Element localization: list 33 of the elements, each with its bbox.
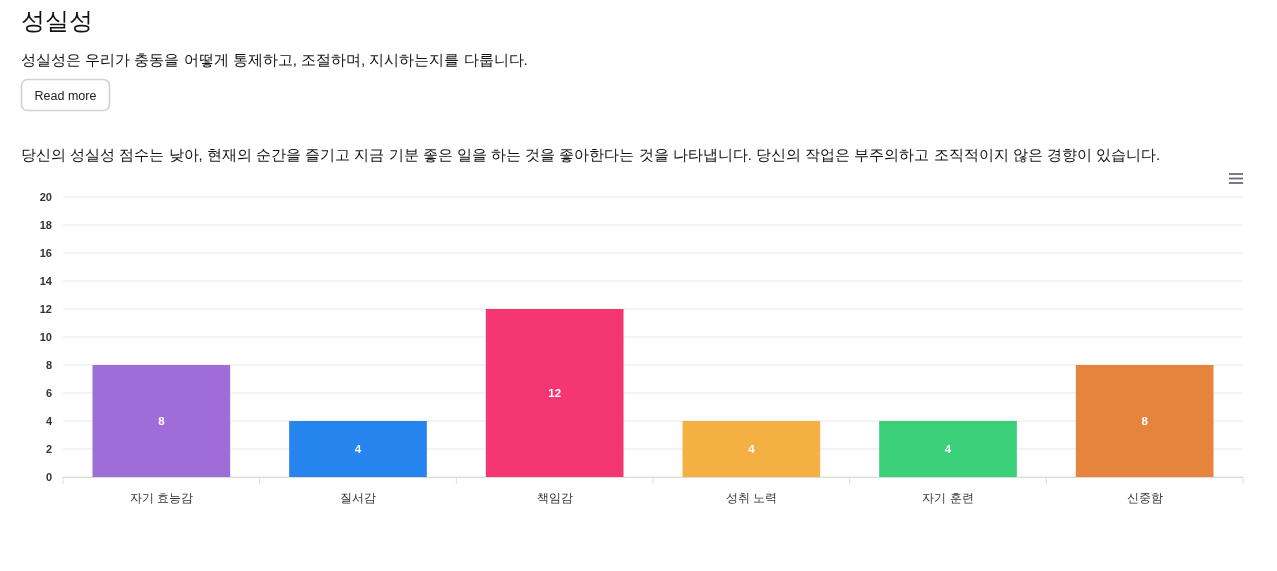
y-tick-label: 20 — [39, 191, 52, 203]
bar — [485, 309, 624, 477]
x-tick-label: 책임감 — [536, 492, 573, 504]
y-tick-label: 14 — [39, 275, 53, 287]
data-label: 4 — [944, 443, 952, 455]
text: 당신의 성실성 점수는 낮아, 현재의 순간을 즐기고 지금 기분 좋은 일을 하는 것을 좋아한다는 것을 나타냅니다. 당신의 작업은 부주의하고 조직적이지 않은 경향이 있습니다. — [21, 146, 1161, 163]
data-label: 4 — [748, 443, 756, 455]
x-tick-label: 질서감 — [340, 492, 376, 504]
y-tick-label: 18 — [39, 219, 52, 231]
data-label: 4 — [354, 443, 362, 455]
bar — [289, 421, 427, 477]
y-tick-label: 2 — [45, 443, 52, 455]
x-tick-label: 자기 훈련 — [922, 492, 974, 504]
y-tick-label: 0 — [45, 471, 52, 483]
y-tick-label: 6 — [45, 387, 52, 399]
data-label: 8 — [158, 415, 166, 427]
bar — [682, 421, 821, 477]
x-tick-label: 성취 노력 — [725, 492, 777, 504]
data-label: 8 — [1141, 415, 1149, 427]
bar — [92, 365, 231, 477]
text: Read more — [34, 88, 97, 103]
y-tick-label: 12 — [39, 303, 52, 315]
chart-subtitle: 성실성은 우리가 충동을 어떻게 통제하고, 조절하며, 지시하는지를 다룹니다. — [21, 51, 528, 68]
chart-title: 성실성 — [21, 7, 93, 34]
x-tick-label: 신중함 — [1126, 492, 1163, 504]
x-tick-label: 자기 효능감 — [129, 492, 193, 504]
y-tick-label: 10 — [39, 331, 52, 343]
bar — [1075, 365, 1214, 477]
y-tick-label: 16 — [39, 247, 52, 259]
bar — [879, 421, 1017, 477]
y-tick-label: 4 — [45, 415, 53, 427]
y-tick-label: 8 — [45, 359, 52, 371]
data-label: 12 — [548, 387, 562, 399]
